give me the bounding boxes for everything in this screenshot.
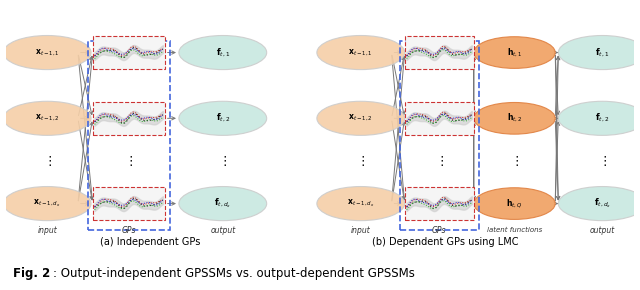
Text: $\mathbf{x}_{t-1,1}$: $\mathbf{x}_{t-1,1}$ <box>35 47 60 58</box>
Circle shape <box>558 186 640 221</box>
Bar <box>93 187 164 220</box>
Text: (a) Independent GPs: (a) Independent GPs <box>100 238 201 247</box>
Text: $\mathbf{x}_{t-1,1}$: $\mathbf{x}_{t-1,1}$ <box>348 47 373 58</box>
Text: $\mathbf{x}_{t-1,2}$: $\mathbf{x}_{t-1,2}$ <box>348 113 373 124</box>
Text: $\vdots$: $\vdots$ <box>124 154 133 168</box>
Text: $\mathbf{f}_{t,d_x}$: $\mathbf{f}_{t,d_x}$ <box>594 197 611 210</box>
Circle shape <box>179 101 267 135</box>
Text: $\vdots$: $\vdots$ <box>356 154 365 168</box>
Text: Fig. 2: Fig. 2 <box>13 267 50 280</box>
Bar <box>404 36 474 69</box>
Text: $\mathbf{x}_{t-1,d_x}$: $\mathbf{x}_{t-1,d_x}$ <box>347 198 374 209</box>
Text: $\vdots$: $\vdots$ <box>218 154 227 168</box>
Text: $\mathbf{h}_{t,2}$: $\mathbf{h}_{t,2}$ <box>507 112 522 124</box>
Text: $\mathbf{f}_{t,1}$: $\mathbf{f}_{t,1}$ <box>595 46 609 59</box>
Circle shape <box>3 35 91 70</box>
Text: GPs: GPs <box>122 226 136 235</box>
Circle shape <box>317 101 404 135</box>
Circle shape <box>179 186 267 221</box>
Text: $\vdots$: $\vdots$ <box>510 154 519 168</box>
Text: $\mathbf{f}_{t,d_x}$: $\mathbf{f}_{t,d_x}$ <box>214 197 232 210</box>
Bar <box>404 187 474 220</box>
Bar <box>404 102 474 135</box>
Circle shape <box>3 186 91 221</box>
Text: $\mathbf{f}_{t,1}$: $\mathbf{f}_{t,1}$ <box>216 46 230 59</box>
Text: output: output <box>589 226 615 235</box>
Bar <box>93 102 164 135</box>
Bar <box>399 41 479 230</box>
Text: input: input <box>351 226 371 235</box>
Circle shape <box>474 102 556 134</box>
Text: $\mathbf{x}_{t-1,2}$: $\mathbf{x}_{t-1,2}$ <box>35 113 60 124</box>
Text: $\mathbf{x}_{t-1,d_x}$: $\mathbf{x}_{t-1,d_x}$ <box>33 198 61 209</box>
Text: $\mathbf{h}_{t,Q}$: $\mathbf{h}_{t,Q}$ <box>506 197 523 210</box>
Text: $\vdots$: $\vdots$ <box>43 154 52 168</box>
Text: GPs: GPs <box>432 226 447 235</box>
Circle shape <box>558 101 640 135</box>
Text: $\mathbf{h}_{t,1}$: $\mathbf{h}_{t,1}$ <box>507 46 522 59</box>
Text: $\vdots$: $\vdots$ <box>435 154 444 168</box>
Circle shape <box>3 101 91 135</box>
Bar <box>88 41 170 230</box>
Text: output: output <box>210 226 236 235</box>
Circle shape <box>317 35 404 70</box>
Text: $\mathbf{f}_{t,2}$: $\mathbf{f}_{t,2}$ <box>595 112 609 124</box>
Text: $\mathbf{f}_{t,2}$: $\mathbf{f}_{t,2}$ <box>216 112 230 124</box>
Circle shape <box>558 35 640 70</box>
Circle shape <box>179 35 267 70</box>
Circle shape <box>474 37 556 68</box>
Text: latent functions: latent functions <box>487 227 542 233</box>
Text: input: input <box>37 226 57 235</box>
Bar <box>93 36 164 69</box>
Circle shape <box>317 186 404 221</box>
Circle shape <box>474 188 556 220</box>
Text: : Output-independent GPSSMs vs. output-dependent GPSSMs: : Output-independent GPSSMs vs. output-d… <box>54 267 415 280</box>
Text: (b) Dependent GPs using LMC: (b) Dependent GPs using LMC <box>372 238 518 247</box>
Text: $\vdots$: $\vdots$ <box>598 154 607 168</box>
